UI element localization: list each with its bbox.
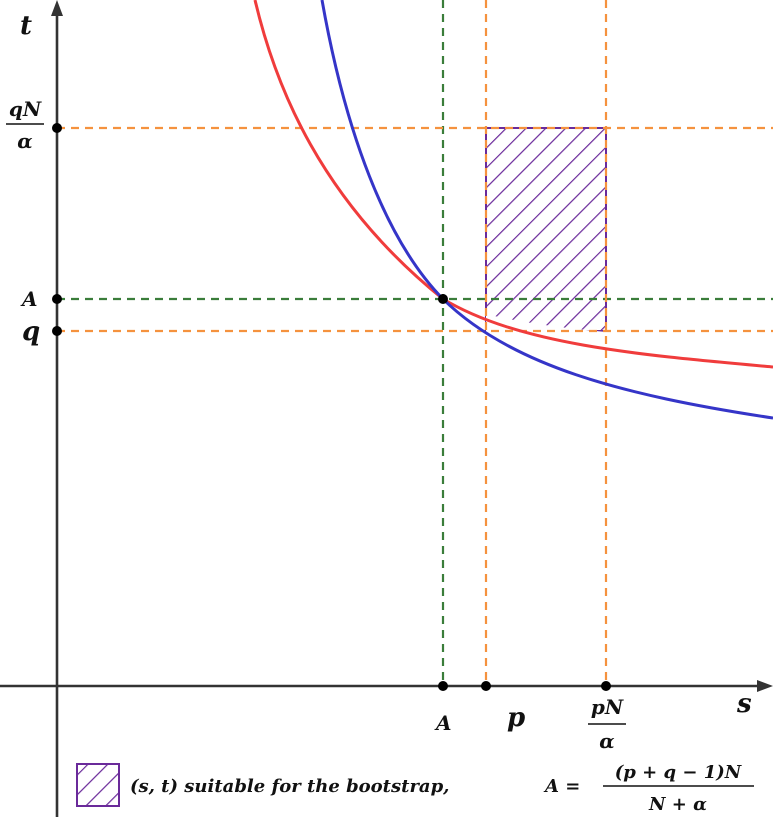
- x-axis-arrow: [757, 680, 773, 692]
- y-tick-qN-numerator: qN: [9, 97, 42, 121]
- point-y-qN: [52, 123, 62, 133]
- legend-formula-denominator: N + α: [648, 794, 707, 815]
- y-axis-arrow: [51, 0, 63, 16]
- legend-formula-lhs: A =: [543, 776, 580, 797]
- y-tick-A: A: [20, 287, 38, 311]
- y-tick-qN-denominator: α: [17, 129, 32, 153]
- point-x-p: [481, 681, 491, 691]
- axes: [0, 4, 769, 817]
- point-y-A: [52, 294, 62, 304]
- points: [52, 123, 611, 691]
- x-tick-pN-denominator: α: [599, 729, 614, 753]
- region-cut: [486, 314, 606, 340]
- y-tick-q: q: [22, 317, 40, 347]
- legend-label: (s, t) suitable for the bootstrap,: [130, 776, 449, 797]
- point-x-pN: [601, 681, 611, 691]
- point-x-A: [438, 681, 448, 691]
- point-y-q: [52, 326, 62, 336]
- x-axis-label: s: [736, 689, 752, 719]
- x-tick-A: A: [434, 711, 452, 735]
- y-axis-label: t: [20, 11, 32, 41]
- suitable-region: [485, 127, 607, 332]
- legend-swatch: [76, 763, 120, 807]
- legend: (s, t) suitable for the bootstrap, A = (…: [76, 762, 754, 815]
- x-tick-p: p: [507, 703, 525, 733]
- guide-lines: [57, 0, 773, 686]
- legend-formula-numerator: (p + q − 1)N: [615, 762, 743, 783]
- point-intersection: [438, 294, 448, 304]
- x-tick-pN-numerator: pN: [591, 695, 624, 719]
